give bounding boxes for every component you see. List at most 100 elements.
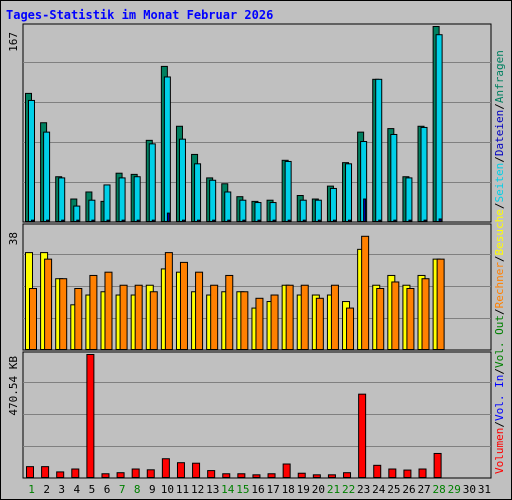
bar-seiten: [88, 199, 96, 222]
bar-volumen: [86, 354, 95, 478]
legend-item: Vol. In: [493, 375, 506, 421]
legend-separator: /: [493, 103, 506, 110]
bar-rechner: [74, 288, 83, 350]
bar-rechner: [255, 297, 264, 350]
x-tick-label: 24: [372, 483, 386, 496]
x-tick-label: 23: [357, 483, 370, 496]
bar-dateien: [91, 219, 95, 222]
bar-volumen: [207, 470, 216, 478]
bar-rechner: [195, 271, 204, 350]
bar-seiten: [254, 202, 262, 222]
bar-rechner: [285, 284, 294, 351]
x-tick-label: 8: [134, 483, 141, 496]
x-tick-label: 29: [448, 483, 461, 496]
bar-dateien: [287, 219, 291, 222]
bar-volumen: [26, 466, 34, 479]
bar-dateien: [197, 219, 201, 222]
bar-dateien: [317, 219, 321, 222]
x-tick-label: 11: [176, 483, 189, 496]
bar-volumen: [327, 474, 336, 478]
bar-dateien: [212, 219, 216, 222]
bar-seiten: [163, 76, 171, 222]
legend-item: Dateien: [493, 110, 506, 156]
bar-rechner: [225, 274, 234, 350]
legend-separator: /: [493, 421, 506, 428]
bar-rechner: [391, 281, 400, 351]
x-tick-label: 4: [74, 483, 81, 496]
bar-rechner: [134, 284, 143, 351]
bar-dateien: [151, 219, 155, 222]
x-tick-label: 25: [387, 483, 400, 496]
bar-volumen: [192, 462, 201, 478]
bar-rechner: [89, 274, 98, 350]
bar-seiten: [118, 177, 126, 222]
bar-seiten: [314, 199, 322, 222]
y-tick-label-bottom: 470.54 KB: [7, 356, 20, 416]
x-tick-label: 27: [417, 483, 430, 496]
bar-seiten: [405, 177, 413, 222]
bar-dateien: [408, 219, 412, 222]
bar-rechner: [346, 307, 355, 350]
bar-seiten: [420, 126, 428, 222]
bar-seiten: [73, 205, 81, 223]
x-tick-label: 1: [28, 483, 35, 496]
bar-rechner: [421, 278, 430, 351]
bar-dateien: [393, 219, 397, 222]
bar-rechner: [179, 261, 188, 351]
bar-rechner: [300, 284, 309, 351]
x-axis-day-labels: 1 2 3 4 5 6 7 8 9 10 11 12 13 14 15 16 17 18 19 20 21 22 23 24 2…: [28, 483, 491, 496]
x-tick-label: 17: [266, 483, 279, 496]
legend-separator: /: [493, 368, 506, 375]
bar-rechner: [119, 284, 128, 351]
x-tick-label: 2: [43, 483, 50, 496]
x-tick-label: 18: [282, 483, 295, 496]
bar-rechner: [104, 271, 113, 350]
bar-volumen: [41, 466, 50, 479]
bar-seiten: [390, 133, 398, 222]
bar-rechner: [29, 288, 37, 350]
x-tick-label: 16: [251, 483, 264, 496]
x-tick-label: 28: [433, 483, 446, 496]
bar-dateien: [378, 219, 382, 222]
x-tick-label: 5: [89, 483, 96, 496]
bar-rechner: [330, 284, 339, 351]
bar-volumen: [403, 469, 412, 479]
bar-volumen: [146, 469, 155, 479]
bar-dateien: [363, 198, 367, 222]
legend-item: Seiten: [493, 163, 506, 203]
bar-volumen: [343, 472, 352, 478]
bar-dateien: [106, 219, 110, 222]
bar-volumen: [433, 452, 442, 479]
bar-rechner: [436, 258, 445, 351]
x-tick-label: 12: [191, 483, 204, 496]
bar-seiten: [103, 184, 111, 222]
chart-bars: [25, 26, 445, 479]
chart-title: Tages-Statistik im Monat Februar 2026: [6, 8, 273, 22]
bar-rechner: [270, 294, 279, 350]
bar-rechner: [376, 288, 385, 350]
x-tick-label: 6: [104, 483, 111, 496]
legend-item: Rechner: [493, 262, 506, 309]
legend-text: Volumen/Vol. In/Vol. Out/Rechner/Besuche…: [493, 50, 506, 474]
bar-dateien: [61, 219, 65, 222]
y-tick-labels: 167 38 470.54 KB: [7, 32, 20, 416]
bar-dateien: [257, 219, 261, 222]
bar-volumen: [418, 468, 427, 479]
bar-seiten: [133, 176, 141, 222]
bar-volumen: [312, 474, 321, 478]
bar-volumen: [237, 473, 246, 478]
bar-dateien: [181, 219, 185, 222]
bar-rechner: [361, 235, 370, 350]
bar-seiten: [224, 191, 232, 223]
x-tick-label: 3: [58, 483, 65, 496]
bar-dateien: [302, 219, 306, 222]
x-tick-label: 21: [327, 483, 340, 496]
bar-volumen: [297, 472, 306, 479]
bar-rechner: [240, 291, 249, 350]
y-tick-label-middle: 38: [7, 232, 20, 245]
bar-seiten: [269, 202, 277, 222]
bar-volumen: [101, 473, 110, 478]
bar-volumen: [131, 468, 140, 479]
legend-item: Volumen: [493, 428, 506, 474]
